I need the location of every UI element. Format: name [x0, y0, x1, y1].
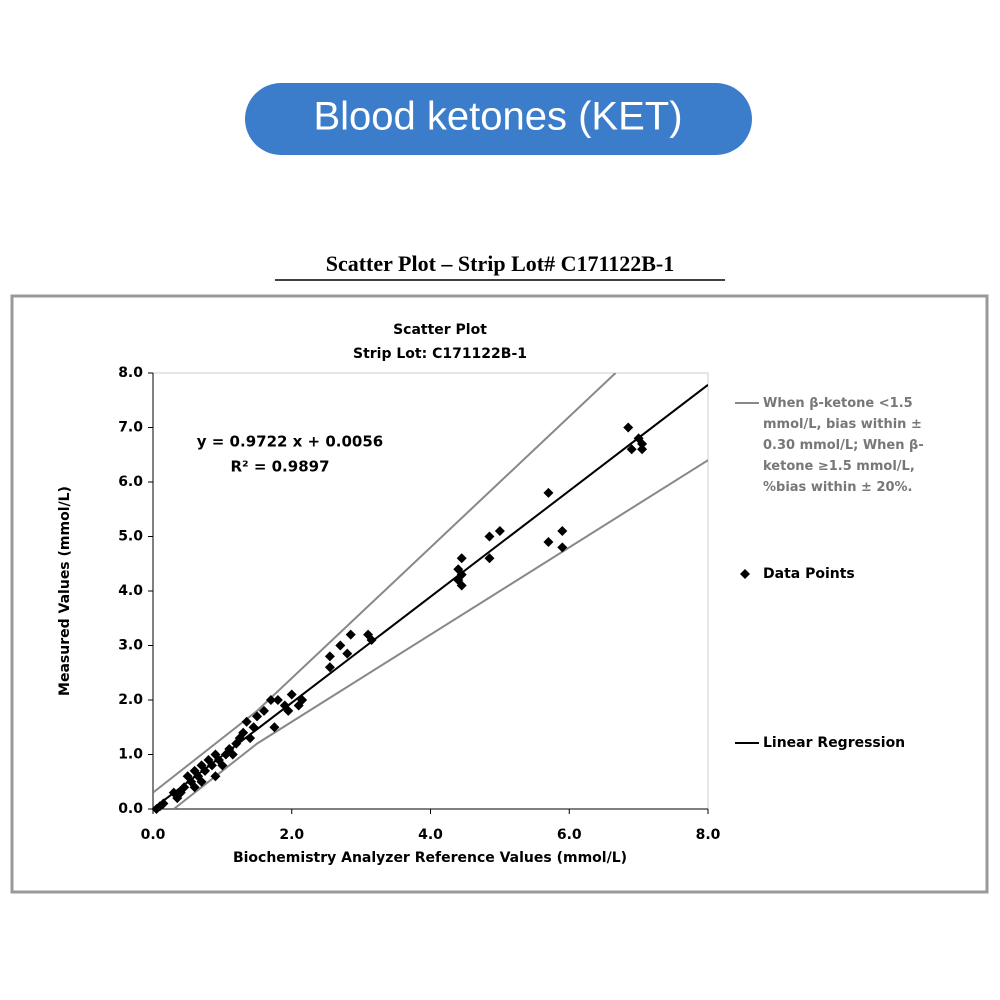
data-point [324, 662, 335, 673]
data-point [217, 760, 228, 771]
data-point [543, 536, 554, 547]
legend-label: Linear Regression [763, 735, 905, 751]
y-tick-label: 5.0 [118, 529, 143, 545]
data-point [456, 553, 467, 564]
y-tick-label: 4.0 [118, 583, 143, 599]
legend-swatch [740, 569, 750, 579]
equation: y = 0.9722 x + 0.0056 [197, 433, 383, 451]
data-point [189, 765, 200, 776]
y-tick-label: 8.0 [118, 365, 143, 381]
title-banner [245, 83, 752, 155]
data-point [196, 776, 207, 787]
chart-heading: Scatter Plot – Strip Lot# C171122B-1 [326, 251, 675, 276]
series-line [153, 384, 708, 809]
data-point [182, 771, 193, 782]
y-tick-label: 1.0 [118, 747, 143, 763]
data-point [196, 760, 207, 771]
x-tick-label: 2.0 [279, 827, 304, 843]
data-point [637, 438, 648, 449]
data-point [342, 648, 353, 659]
data-point [158, 798, 169, 809]
y-tick-label: 7.0 [118, 420, 143, 436]
data-point [484, 531, 495, 542]
data-point [557, 542, 568, 553]
data-point [210, 749, 221, 760]
data-point [335, 640, 346, 651]
data-point [456, 580, 467, 591]
data-point [241, 716, 252, 727]
data-point [210, 771, 221, 782]
y-tick-label: 6.0 [118, 474, 143, 490]
x-tick-label: 6.0 [557, 827, 582, 843]
data-point [623, 422, 634, 433]
data-point [272, 695, 283, 705]
y-tick-label: 3.0 [118, 638, 143, 654]
data-point [543, 487, 554, 498]
data-point [293, 700, 304, 711]
data-point [227, 749, 238, 760]
r-squared: R² = 0.9897 [230, 458, 329, 476]
data-point [269, 722, 280, 733]
chart-title: Scatter Plot [393, 322, 487, 338]
data-point [265, 695, 276, 705]
data-point [557, 526, 568, 537]
legend-label: When β-ketone <1.5 mmol/L, bias within ±… [763, 396, 924, 495]
data-point [259, 705, 269, 716]
x-axis-label: Biochemistry Analyzer Reference Values (… [233, 850, 627, 866]
y-tick-label: 2.0 [118, 692, 143, 708]
data-point [324, 651, 335, 662]
data-point [484, 553, 495, 564]
x-tick-label: 0.0 [141, 827, 166, 843]
data-point [286, 689, 297, 700]
page-title: Blood ketones (KET) [313, 95, 682, 139]
data-point [203, 754, 214, 765]
x-tick-label: 8.0 [696, 827, 721, 843]
y-axis-label: Measured Values (mmol/L) [57, 486, 73, 696]
data-point [189, 782, 200, 793]
data-point [626, 444, 637, 455]
legend-label: Data Points [763, 566, 855, 582]
data-point [252, 711, 263, 722]
data-point [637, 444, 648, 455]
series-line [153, 373, 708, 809]
data-point [494, 526, 505, 537]
y-tick-label: 0.0 [118, 801, 143, 817]
chart-frame [10, 294, 989, 894]
x-tick-label: 4.0 [418, 827, 443, 843]
data-point [151, 804, 162, 814]
data-point [345, 629, 356, 640]
chart-subtitle: Strip Lot: C171122B-1 [353, 346, 527, 362]
